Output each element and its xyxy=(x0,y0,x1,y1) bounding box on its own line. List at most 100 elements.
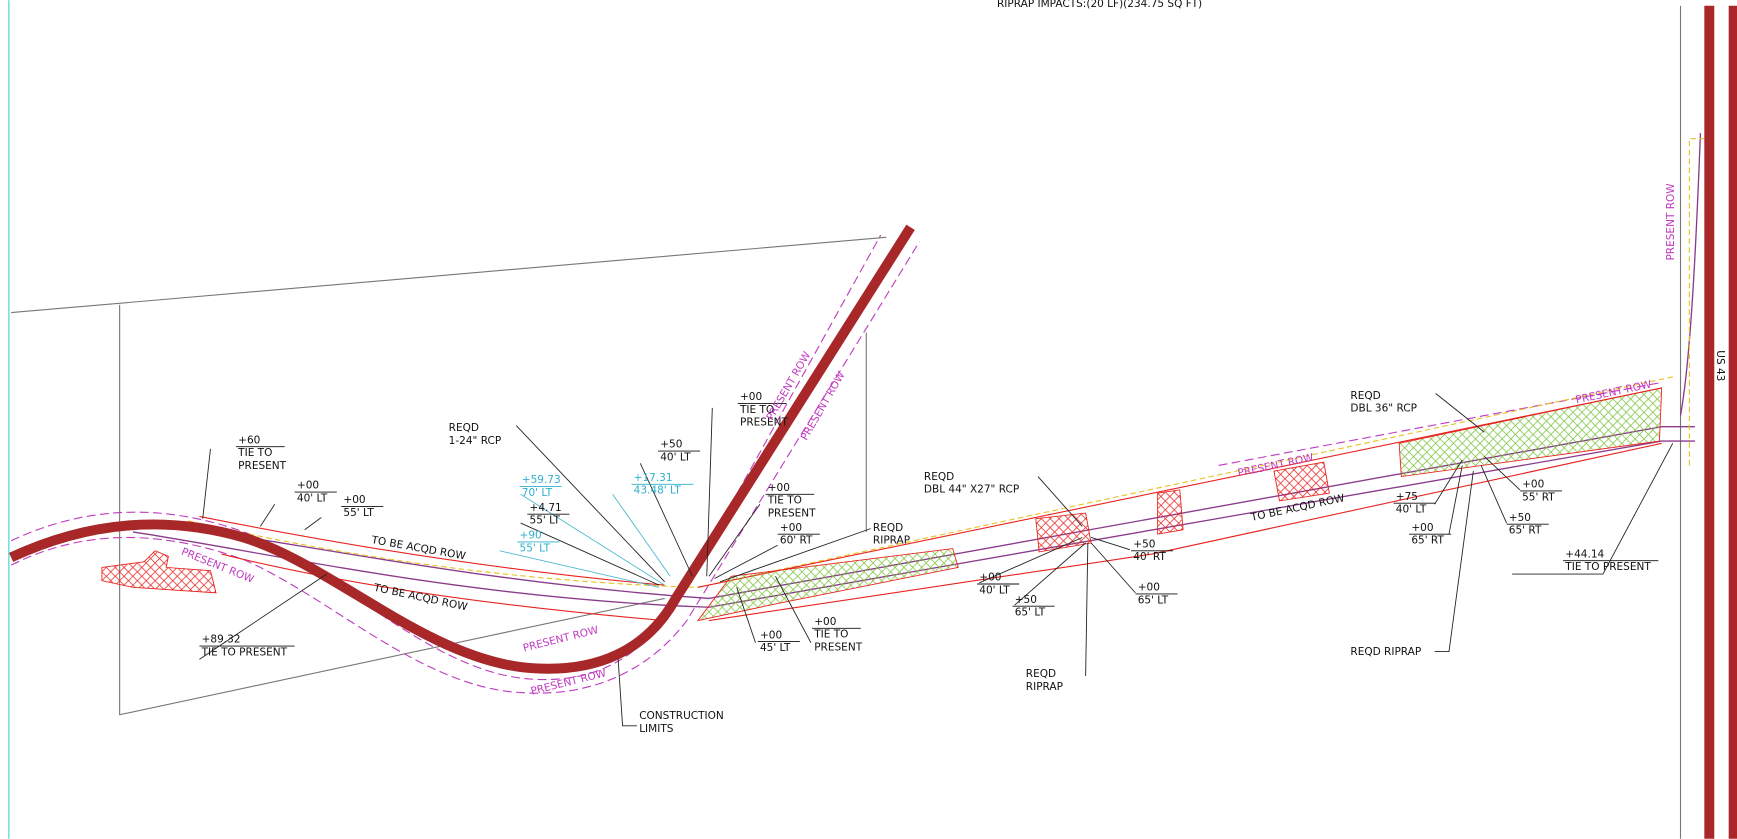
label-line: 65' RT xyxy=(1411,535,1444,547)
label-line: +00 xyxy=(297,480,319,492)
label-line: +50 xyxy=(660,439,682,451)
label-line: +50 xyxy=(1133,538,1155,550)
label-line: REQD xyxy=(1026,668,1056,680)
label-line: US 43 xyxy=(1714,350,1726,381)
label: PRESENT ROW xyxy=(799,369,848,442)
label-line: PRESENT xyxy=(768,507,816,519)
label-line: TIE TO xyxy=(813,629,848,641)
label-line: 40' RT xyxy=(1133,551,1166,563)
label-line: +00 xyxy=(343,494,365,506)
label-line: REQD xyxy=(449,422,479,434)
label-line: +00 xyxy=(1138,582,1160,594)
proposed-lines xyxy=(132,133,1712,622)
label-line: PRESENT ROW xyxy=(1665,183,1677,261)
label-line: +00 xyxy=(1522,479,1544,491)
label-line: 55' RT xyxy=(1522,491,1555,503)
label-line: 55' LT xyxy=(520,542,551,554)
label-line: PRESENT ROW xyxy=(522,624,600,654)
label-line: +00 xyxy=(780,522,802,534)
label-line: PRESENT xyxy=(238,460,286,472)
label-line: +75 xyxy=(1396,491,1418,503)
label-line: 43.48' LT xyxy=(634,485,682,497)
label-line: 60' RT xyxy=(780,535,813,547)
property-lines xyxy=(11,5,1682,839)
label-line: PRESENT ROW xyxy=(799,369,848,442)
label-line: TIE TO PRESENT xyxy=(201,646,288,658)
leader-lines xyxy=(199,393,1674,727)
label-line: +60 xyxy=(238,434,260,446)
label-line: REQD xyxy=(1350,390,1380,402)
label-line: +59.73 xyxy=(522,474,561,486)
label: US 43 xyxy=(1714,350,1726,381)
label-line: DBL 36" RCP xyxy=(1350,403,1417,415)
label-line: TIE TO xyxy=(237,447,272,459)
label: REQD RIPRAP xyxy=(1350,646,1421,658)
label-line: TIE TO xyxy=(767,495,802,507)
label-line: CONSTRUCTION xyxy=(639,710,724,722)
label-line: DBL 44" X27" RCP xyxy=(924,484,1019,496)
label-line: +50 xyxy=(1015,594,1037,606)
label-line: +00 xyxy=(1411,522,1433,534)
label-line: +17.31 xyxy=(634,472,673,484)
label-line: +44.14 xyxy=(1565,548,1604,560)
label: PRESENT ROW xyxy=(522,624,600,654)
label-line: REQD xyxy=(924,471,954,483)
label-line: +00 xyxy=(814,616,836,628)
label-line: REQD xyxy=(873,522,903,534)
label-line: 70' LT xyxy=(522,487,553,499)
label-line: TIE TO PRESENT xyxy=(1564,561,1651,573)
label-line: RIPRAP xyxy=(873,535,910,547)
label-line: 40' LT xyxy=(1396,504,1427,516)
label-line: 65' RT xyxy=(1509,525,1542,537)
label-line: REQD RIPRAP xyxy=(1350,646,1421,658)
label-line: +00 xyxy=(768,482,790,494)
label-line: PRESENT xyxy=(740,417,788,429)
label-line: 55' LT xyxy=(343,507,374,519)
label-line: +4.71 xyxy=(530,502,562,514)
label-line: 40' LT xyxy=(297,492,328,504)
label-line: TIE TO xyxy=(739,404,774,416)
label-line: 55' LT xyxy=(530,515,561,527)
title: RIPRAP IMPACTS:(20 LF)(234.75 SQ FT) xyxy=(997,0,1202,10)
hatch-areas xyxy=(101,387,1663,622)
label-line: RIPRAP xyxy=(1026,681,1063,693)
label-line: LIMITS xyxy=(639,723,674,735)
roads xyxy=(8,5,1737,839)
label-line: +90 xyxy=(520,530,542,542)
label-line: PRESENT xyxy=(814,641,862,653)
label-line: +89.32 xyxy=(202,634,241,646)
label-line: +00 xyxy=(740,391,762,403)
label-line: +00 xyxy=(760,629,782,641)
label-line: 40' LT xyxy=(979,584,1010,596)
label-line: 40' LT xyxy=(660,451,691,463)
label-line: +00 xyxy=(979,572,1001,584)
label: PRESENT ROW xyxy=(1665,183,1677,261)
label-line: 65' LT xyxy=(1138,594,1169,606)
